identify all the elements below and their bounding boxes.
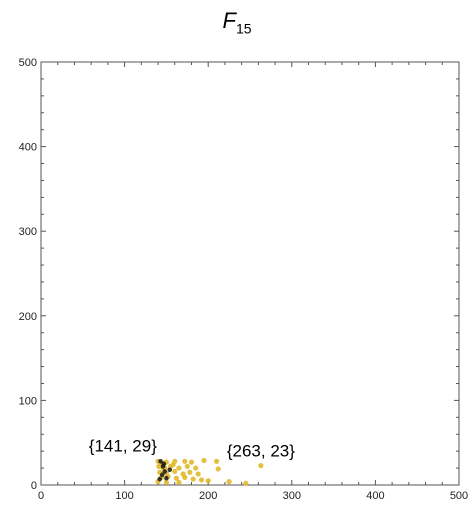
x-tick-label: 0 [38, 490, 44, 502]
data-points [155, 457, 264, 486]
scatter-point [173, 475, 180, 481]
x-tick-label: 100 [115, 490, 133, 502]
x-tick-label: 400 [366, 490, 384, 502]
scatter-point [193, 465, 199, 471]
scatter-point [213, 458, 220, 464]
scatter-point [170, 462, 176, 468]
annotations: {141, 29} {263, 23} [89, 436, 295, 460]
scatter-point [190, 476, 196, 482]
scatter-point [258, 462, 264, 469]
scatter-point [201, 457, 207, 464]
scatter-point-dense [164, 475, 169, 481]
point-annotation: {141, 29} [89, 436, 157, 455]
x-tick-label: 300 [283, 490, 301, 502]
scatter-point [198, 477, 205, 483]
scatter-point [205, 478, 211, 484]
y-tick-label: 100 [19, 395, 37, 407]
scatter-point [163, 479, 169, 486]
scatter-point [243, 480, 249, 486]
scatter-point [184, 463, 190, 469]
scatter-point [182, 458, 188, 464]
scatter-point-dense [161, 461, 167, 467]
chart-title-subscript: 15 [235, 20, 252, 37]
scatter-point [172, 468, 178, 475]
x-tick-label: 500 [450, 490, 468, 502]
scatter-point [195, 471, 201, 477]
chart-title-main: F [222, 8, 236, 33]
y-tick-label: 400 [19, 142, 37, 154]
y-tick-label: 200 [19, 311, 37, 323]
scatter-point-dense [159, 472, 165, 478]
y-tick-label: 0 [31, 480, 37, 492]
axis-ticks: 0 100 200 300 400 500 0 100 200 300 400 500 [19, 57, 469, 502]
point-annotation: {263, 23} [227, 442, 295, 461]
scatter-point [176, 465, 182, 471]
scatter-point-dense [167, 467, 173, 473]
scatter-point [187, 469, 193, 475]
scatter-point-dense [158, 459, 163, 464]
scatter-point [182, 474, 188, 480]
y-tick-label: 300 [19, 226, 37, 238]
scatter-point [176, 479, 182, 486]
scatter-point [156, 463, 162, 469]
x-tick-label: 200 [199, 490, 217, 502]
scatter-point [215, 466, 221, 472]
scatter-point-dense [157, 476, 163, 482]
chart-title: F15 [0, 8, 474, 36]
scatter-point-dense [162, 469, 168, 474]
y-tick-label: 500 [19, 57, 37, 69]
plot-frame [40, 61, 460, 486]
scatter-point [226, 479, 232, 485]
scatter-point [188, 459, 195, 465]
